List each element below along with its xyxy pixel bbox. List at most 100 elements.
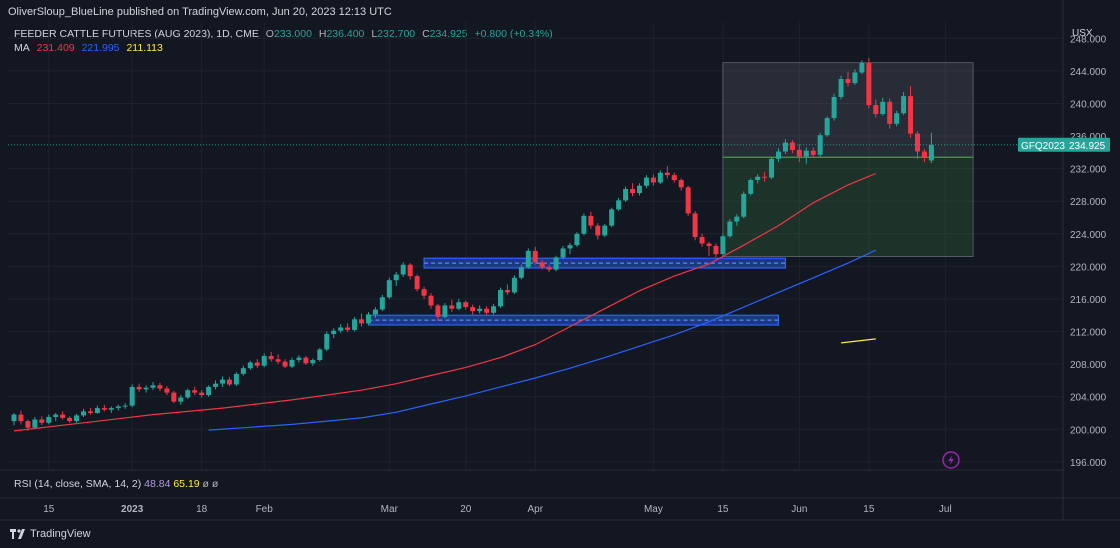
y-tick-label: 220.000 [1070, 262, 1107, 273]
ma-label[interactable]: MA [14, 42, 30, 54]
candle-body [261, 355, 267, 366]
candle-body [581, 215, 587, 234]
candle-body [359, 319, 364, 324]
candle-body [414, 276, 420, 290]
rsi-legend[interactable]: RSI (14, close, SMA, 14, 2) 48.84 65.19 … [14, 478, 218, 490]
low-value: 232.700 [377, 28, 416, 40]
candle-body [762, 176, 768, 178]
candle-body [324, 333, 330, 350]
candle-body [365, 314, 371, 324]
moving-averages [13, 172, 877, 432]
candle-body [303, 357, 309, 364]
candle-body [81, 411, 86, 416]
ma-legend[interactable]: MA 231.409 221.995 211.113 [14, 42, 167, 54]
candle-body [637, 185, 642, 194]
rsi-label[interactable]: RSI (14, close, SMA, 14, 2) [14, 478, 142, 490]
candles [11, 57, 934, 431]
candle-body [671, 175, 677, 181]
y-tick-label: 248.000 [1070, 34, 1107, 45]
candle-body [87, 411, 93, 413]
candle-body [352, 319, 358, 330]
candle-body [623, 188, 629, 201]
candle-body [699, 237, 705, 244]
candle-body [18, 414, 24, 422]
candle-body [379, 297, 385, 310]
candle-body [546, 267, 552, 270]
candle-body [220, 379, 225, 384]
publisher-line: OliverSloup_BlueLine published on Tradin… [8, 6, 392, 18]
y-tick-label: 208.000 [1070, 360, 1107, 371]
x-tick-label: May [644, 504, 663, 515]
candle-body [157, 385, 163, 389]
candle-body [491, 306, 497, 313]
candle-body [852, 72, 858, 84]
footer-brand[interactable]: TradingView [10, 528, 91, 540]
candle-body [386, 280, 392, 298]
candle-body [178, 397, 184, 402]
candle-body [657, 172, 663, 183]
candle-body [748, 180, 754, 194]
price-tag-bg [1018, 137, 1110, 152]
ohlc-high: H236.400 [319, 28, 365, 40]
grid [8, 22, 1063, 470]
candle-body [254, 362, 260, 366]
x-tick-label: 2023 [121, 504, 144, 515]
candle-body [915, 133, 920, 152]
candle-body [171, 392, 177, 402]
candle-body [532, 250, 538, 263]
candle-body [789, 142, 795, 150]
candle-body [317, 349, 323, 361]
candle-body [831, 96, 837, 119]
candle-body [247, 362, 253, 369]
lightning-icon[interactable] [942, 451, 960, 469]
candle-body [456, 302, 462, 309]
symbol-legend[interactable]: FEEDER CATTLE FUTURES (AUG 2023), 1D, CM… [14, 28, 557, 40]
rsi-value-1: 48.84 [144, 478, 171, 490]
candle-body [908, 96, 914, 134]
candle-body [150, 385, 156, 388]
candle-body [713, 246, 719, 255]
candle-body [873, 105, 879, 115]
candle-body [928, 144, 934, 161]
candle-body [504, 289, 510, 293]
open-label: O [265, 28, 274, 40]
candle-body [268, 355, 274, 360]
ohlc-close: C234.925 [422, 28, 468, 40]
candle-body [115, 406, 121, 409]
rsi-value-3: ø [202, 478, 209, 490]
candle-body [796, 149, 802, 157]
candle-body [39, 419, 45, 423]
ma-line-3 [841, 338, 876, 344]
y-tick-label: 212.000 [1070, 328, 1107, 339]
candle-body [449, 305, 455, 309]
candle-body [498, 289, 503, 307]
candle-body [25, 421, 31, 428]
symbol-title[interactable]: FEEDER CATTLE FUTURES (AUG 2023), 1D, CM… [14, 28, 259, 40]
candle-body [859, 62, 865, 73]
candle-body [463, 302, 469, 308]
candle-body [643, 177, 649, 186]
ma-value-1: 231.409 [36, 42, 75, 54]
candle-body [240, 368, 246, 374]
candle-body [400, 264, 406, 275]
candle-body [567, 245, 573, 249]
candle-body [553, 257, 559, 270]
x-tick-label: Jul [939, 504, 952, 515]
candle-body [602, 225, 608, 236]
candle-body [338, 327, 344, 331]
y-tick-label: 244.000 [1070, 67, 1107, 78]
candle-body [616, 200, 622, 210]
close-value: 234.925 [429, 28, 468, 40]
candle-body [880, 101, 886, 115]
risk-reward-box[interactable] [722, 62, 974, 257]
currency-label: USX [1072, 28, 1093, 39]
candle-body [199, 392, 205, 396]
ohlc-open: O233.000 [266, 28, 312, 40]
ma-value-2: 221.995 [81, 42, 120, 54]
ohlc-low: L232.700 [371, 28, 415, 40]
y-tick-label: 224.000 [1070, 230, 1107, 241]
candle-body [372, 309, 378, 315]
candle-body [393, 274, 399, 281]
